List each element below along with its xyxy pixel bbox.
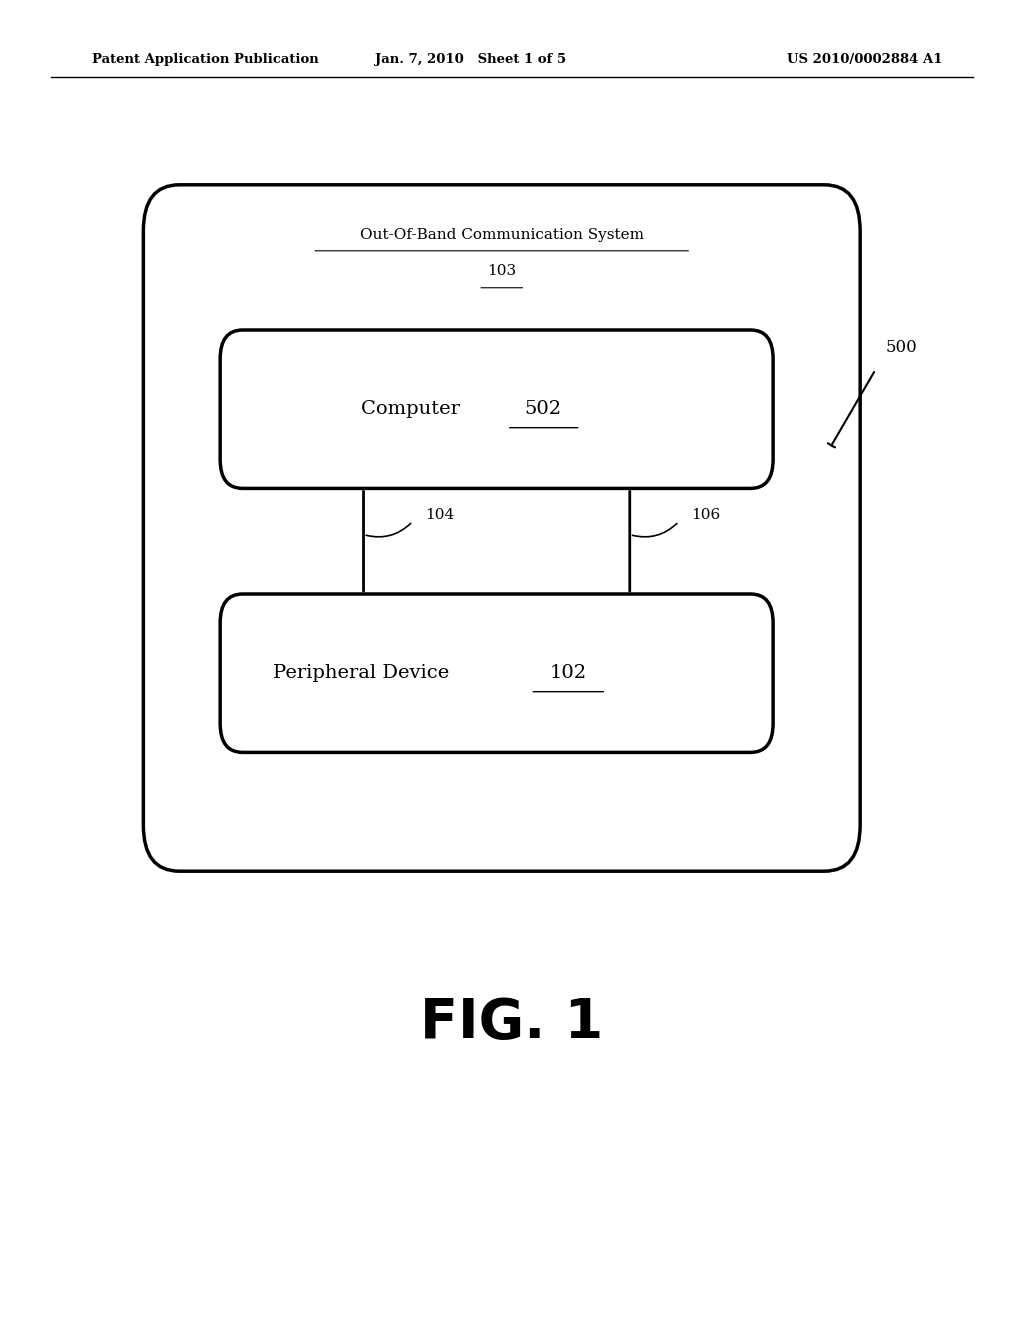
Text: Patent Application Publication: Patent Application Publication (92, 53, 318, 66)
FancyBboxPatch shape (220, 594, 773, 752)
Text: Computer: Computer (360, 400, 466, 418)
Text: US 2010/0002884 A1: US 2010/0002884 A1 (786, 53, 942, 66)
Text: 502: 502 (524, 400, 561, 418)
FancyBboxPatch shape (220, 330, 773, 488)
Text: 102: 102 (550, 664, 587, 682)
Text: 500: 500 (886, 339, 918, 356)
FancyBboxPatch shape (143, 185, 860, 871)
Text: 103: 103 (487, 264, 516, 277)
Text: Jan. 7, 2010   Sheet 1 of 5: Jan. 7, 2010 Sheet 1 of 5 (376, 53, 566, 66)
Text: FIG. 1: FIG. 1 (421, 997, 603, 1049)
Text: 104: 104 (425, 508, 455, 521)
Text: Peripheral Device: Peripheral Device (273, 664, 456, 682)
Text: Out-Of-Band Communication System: Out-Of-Band Communication System (359, 228, 644, 242)
Text: 106: 106 (691, 508, 721, 521)
